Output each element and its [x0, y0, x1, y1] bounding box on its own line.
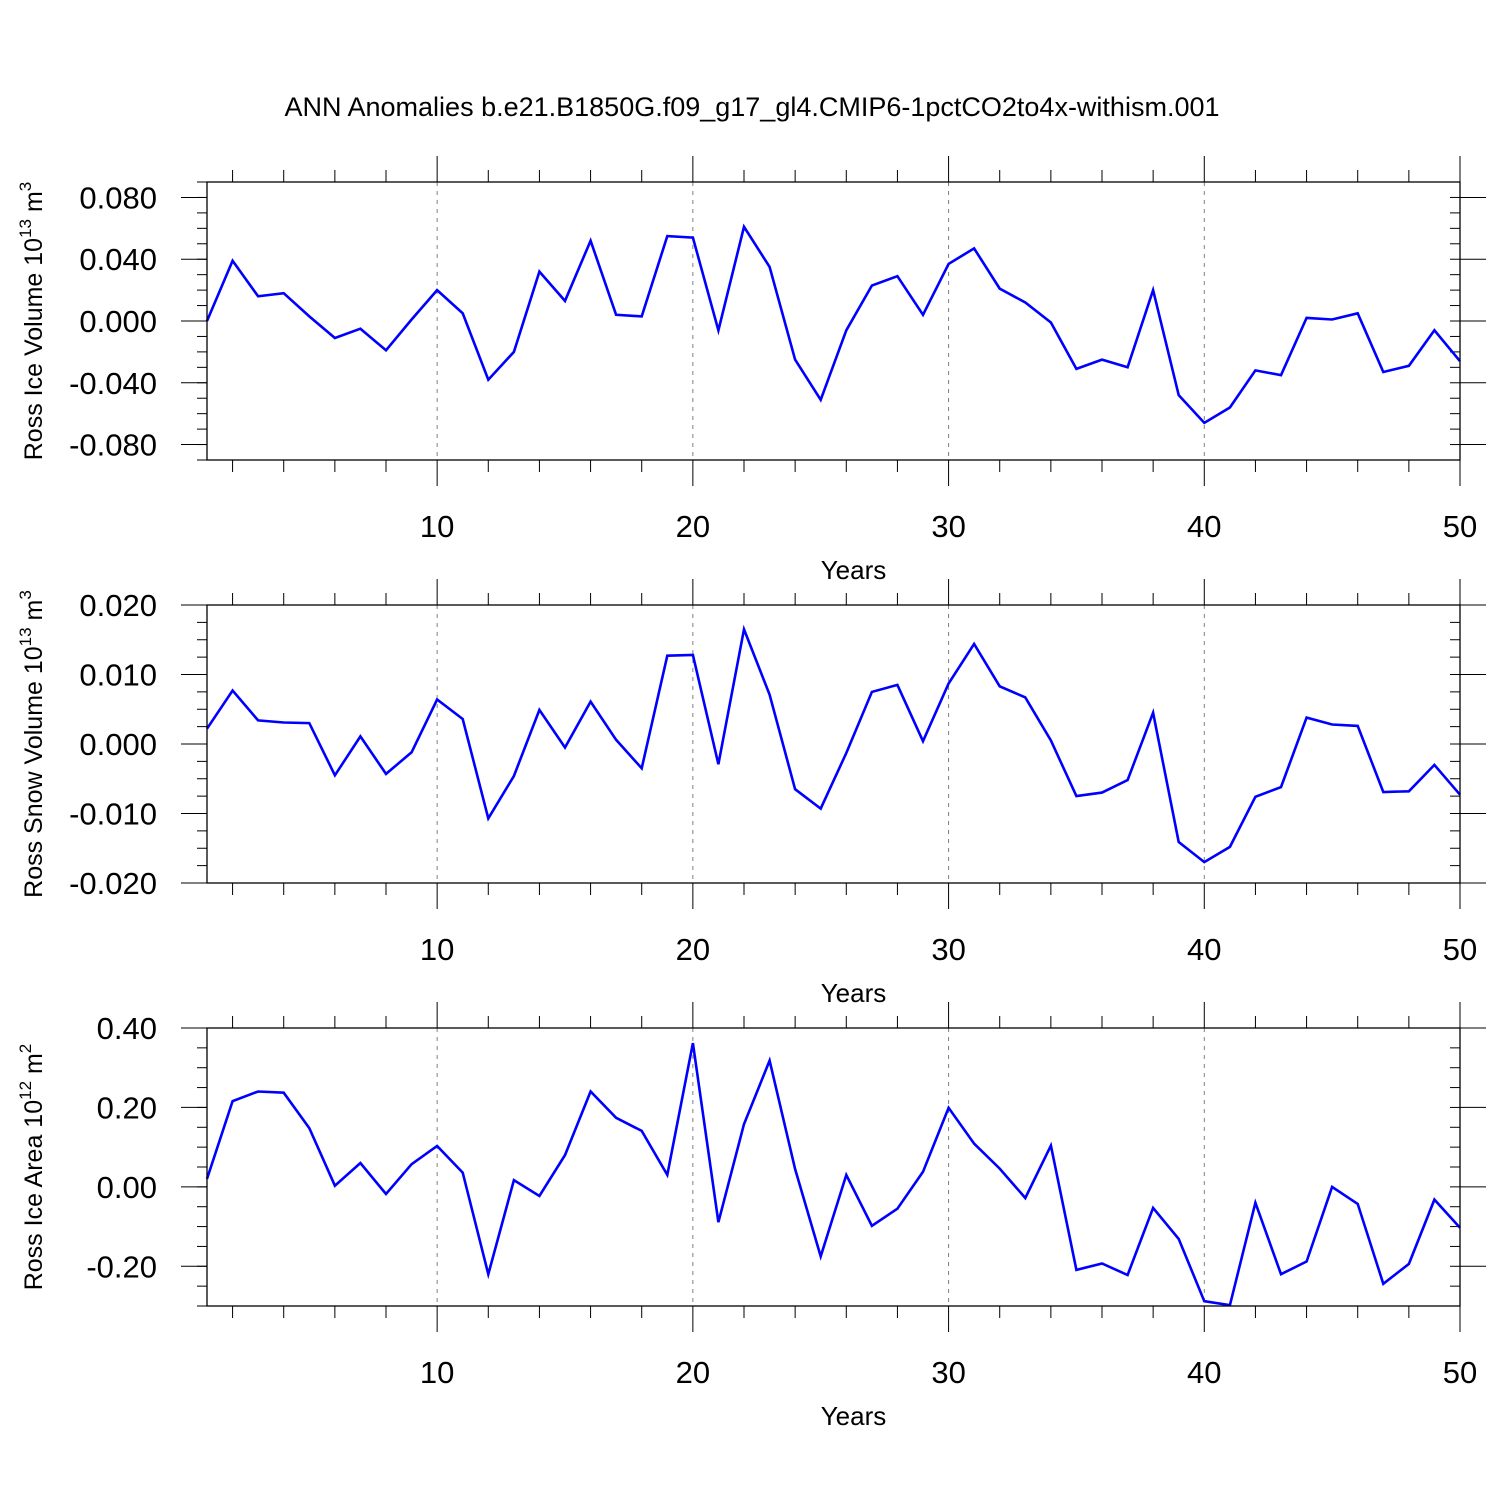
x-tick-label: 30: [931, 1355, 965, 1390]
y-axis-title: Ross Ice Area 1012 m2: [16, 1044, 48, 1291]
series-line: [205, 624, 1461, 864]
x-tick-label: 10: [420, 932, 454, 967]
plot-frame: [206, 1027, 1461, 1307]
y-tick-label: 0.000: [79, 304, 157, 339]
chart-title: ANN Anomalies b.e21.B1850G.f09_g17_gl4.C…: [284, 92, 1220, 122]
x-tick-label: 50: [1443, 509, 1477, 544]
y-tick-label: -0.20: [86, 1249, 157, 1284]
y-axis-title-exponent: 13: [16, 627, 35, 646]
x-tick-label: 10: [420, 509, 454, 544]
panel-2: -0.020 -0.010 0.000 0.010 0.020 10 20 30 40 50 Yea…: [16, 579, 1486, 1008]
y-tick-label: 0.20: [97, 1090, 157, 1125]
y-tick-label: 0.080: [79, 180, 157, 215]
x-tick-label: 40: [1187, 932, 1221, 967]
x-axis-title: Years: [821, 1401, 887, 1431]
y-axis-title-unit-exponent: 3: [16, 590, 35, 599]
x-tick-label: 20: [676, 509, 710, 544]
y-tick-label: -0.080: [69, 428, 157, 463]
x-tick-label: 10: [420, 1355, 454, 1390]
x-tick-label: 30: [931, 932, 965, 967]
x-tick-label: 50: [1443, 932, 1477, 967]
y-tick-label: 0.020: [79, 588, 157, 623]
x-axis-title: Years: [821, 978, 887, 1008]
panel-1: -0.080 -0.040 0.000 0.040 0.080 10 20 30 40 50 Yea…: [16, 156, 1486, 585]
x-tick-label: 30: [931, 509, 965, 544]
plot-frame: [206, 604, 1461, 884]
y-tick-label: 0.010: [79, 658, 157, 693]
y-tick-label: -0.010: [69, 797, 157, 832]
plot-frame: [206, 181, 1461, 461]
y-axis-title: Ross Snow Volume 1013 m3: [16, 590, 48, 898]
series-line: [205, 1042, 1461, 1307]
y-axis-title-main: Ross Ice Area 10: [20, 1100, 48, 1290]
y-tick-label: 0.000: [79, 727, 157, 762]
y-axis-title-unit-exponent: 2: [16, 1044, 35, 1053]
y-axis-title-unit: m: [20, 1053, 48, 1081]
y-axis-title-unit: m: [20, 191, 48, 219]
y-axis-title: Ross Ice Volume 1013 m3: [16, 182, 48, 461]
y-axis-title-main: Ross Ice Volume 10: [20, 238, 48, 460]
x-axis-title: Years: [821, 555, 887, 585]
panel-3: -0.20 0.00 0.20 0.40 10 20 30 40 50 Years Ross Ice…: [16, 1002, 1486, 1431]
y-axis-title-unit: m: [20, 600, 48, 628]
y-axis-title-exponent: 13: [16, 219, 35, 238]
x-tick-label: 40: [1187, 1355, 1221, 1390]
y-axis-title-main: Ross Snow Volume 10: [20, 646, 48, 898]
y-tick-label: -0.020: [69, 866, 157, 901]
y-axis-title-exponent: 12: [16, 1081, 35, 1100]
x-tick-label: 20: [676, 1355, 710, 1390]
y-tick-label: 0.040: [79, 242, 157, 277]
y-tick-label: -0.040: [69, 366, 157, 401]
x-tick-label: 20: [676, 932, 710, 967]
y-tick-label: 0.40: [97, 1011, 157, 1046]
series-line: [205, 223, 1462, 425]
y-axis-title-unit-exponent: 3: [16, 182, 35, 191]
x-tick-label: 50: [1443, 1355, 1477, 1390]
y-tick-label: 0.00: [97, 1170, 157, 1205]
x-tick-label: 40: [1187, 509, 1221, 544]
